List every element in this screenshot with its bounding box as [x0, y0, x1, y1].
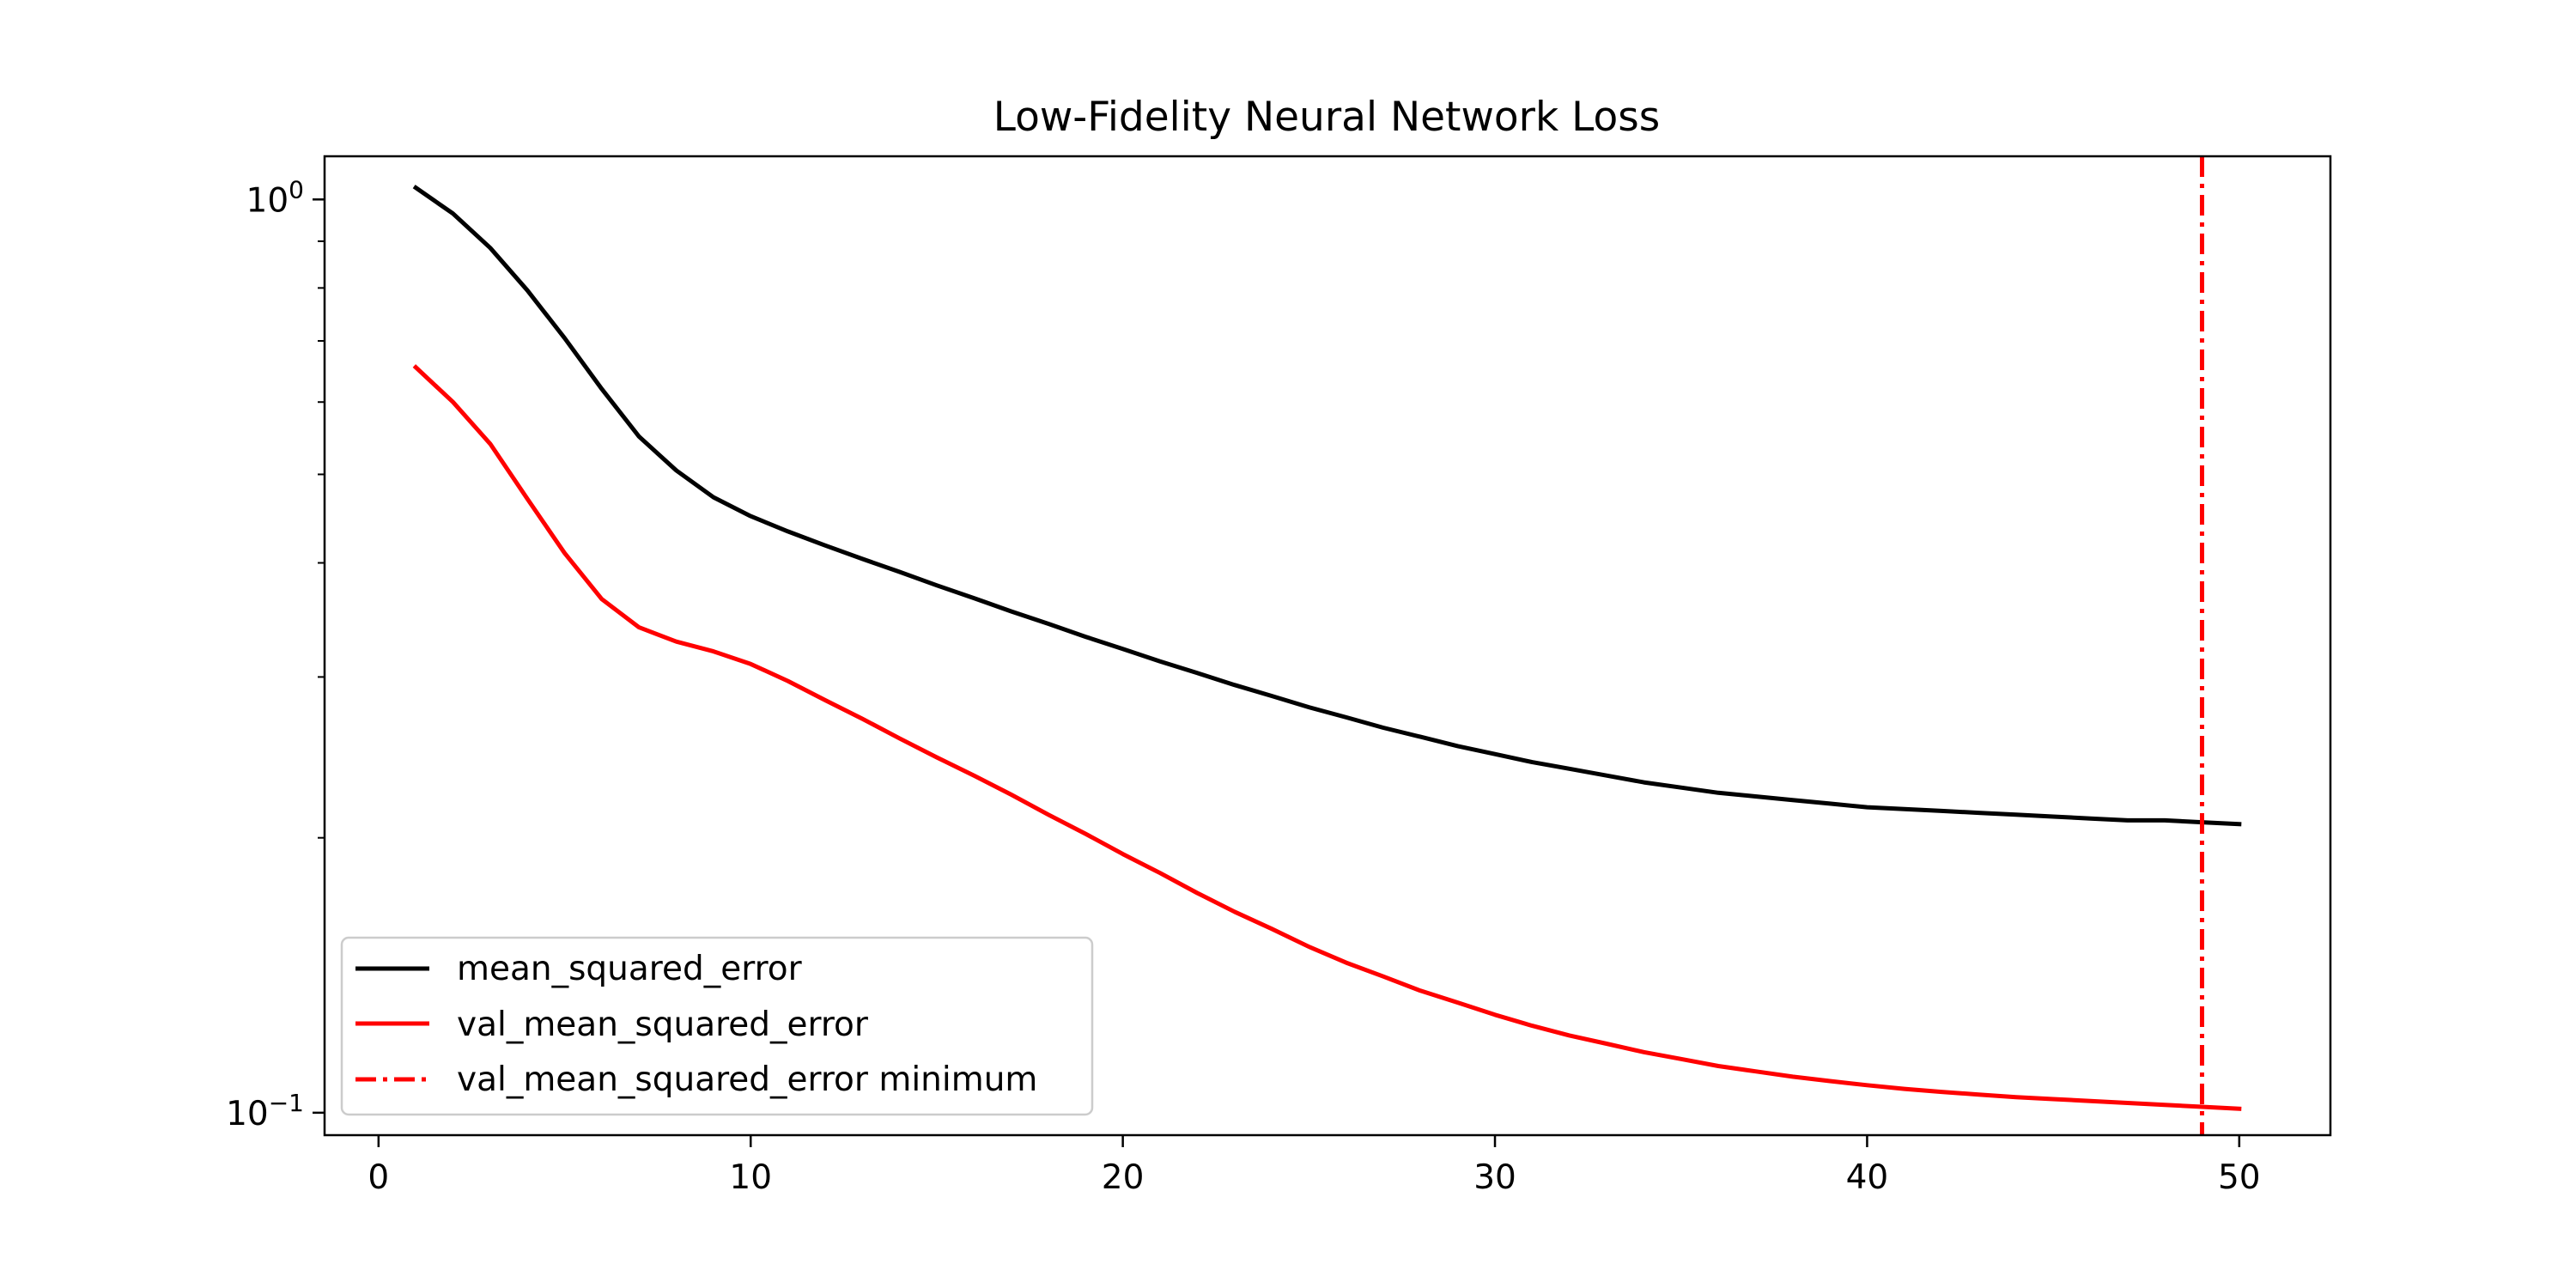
- legend-label-mean-squared-error: mean_squared_error: [457, 950, 803, 988]
- plot-frame: [323, 155, 2332, 1137]
- series-layer: [412, 156, 2242, 1135]
- y-axis: 100 10−1: [226, 175, 325, 1133]
- x-tick-label: 50: [2218, 1158, 2261, 1197]
- legend: mean_squared_error val_mean_squared_erro…: [340, 936, 1094, 1116]
- legend-label-val-mse-minimum: val_mean_squared_error minimum: [457, 1060, 1037, 1099]
- x-axis: 0 10 20 30 40 50: [368, 1135, 2261, 1197]
- series-line-val-mean-squared-error: [412, 364, 2242, 1111]
- x-tick-label: 20: [1102, 1158, 1145, 1197]
- x-tick-label: 10: [729, 1158, 772, 1197]
- y-tick-label: 10−1: [226, 1089, 304, 1133]
- x-tick-label: 40: [1846, 1158, 1889, 1197]
- series-line-mean-squared-error: [412, 185, 2242, 827]
- legend-label-val-mean-squared-error: val_mean_squared_error: [457, 1005, 869, 1044]
- legend-box: [340, 936, 1094, 1116]
- x-tick-label: 0: [368, 1158, 389, 1197]
- chart-title: Low-Fidelity Neural Network Loss: [993, 94, 1661, 141]
- y-tick-label: 100: [246, 175, 304, 220]
- x-tick-label: 30: [1473, 1158, 1516, 1197]
